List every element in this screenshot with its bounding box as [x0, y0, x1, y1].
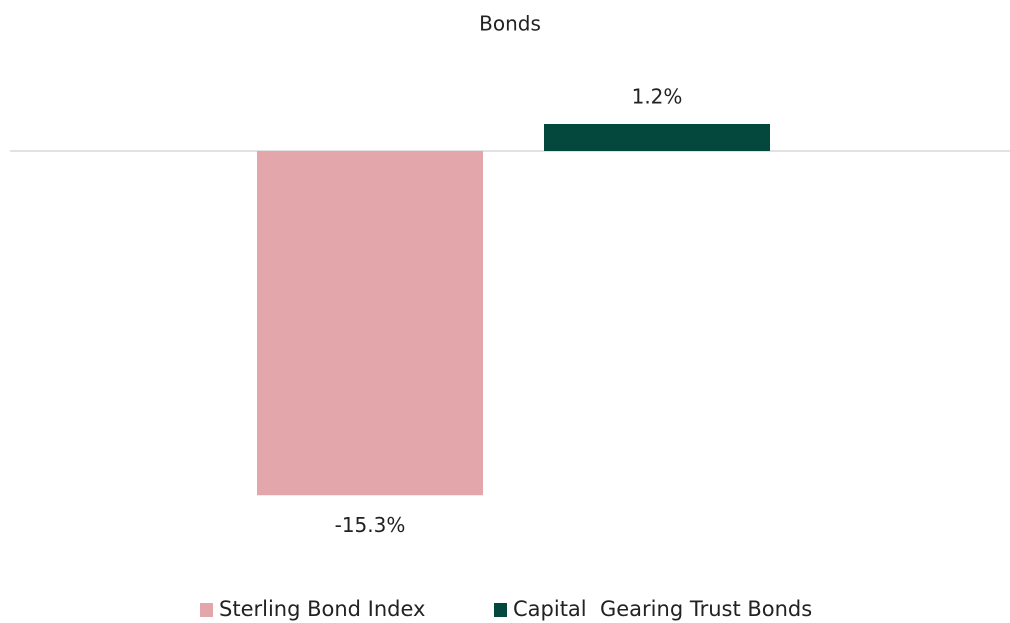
legend-label: Sterling Bond Index — [219, 597, 425, 621]
legend-swatch — [494, 603, 507, 617]
legend-label: Capital Gearing Trust Bonds — [513, 597, 812, 621]
bar — [257, 151, 483, 496]
bar — [544, 124, 770, 151]
data-label: 1.2% — [632, 85, 683, 109]
data-label: -15.3% — [335, 513, 406, 537]
legend-swatch — [200, 603, 213, 617]
chart-title: Bonds — [479, 12, 541, 36]
